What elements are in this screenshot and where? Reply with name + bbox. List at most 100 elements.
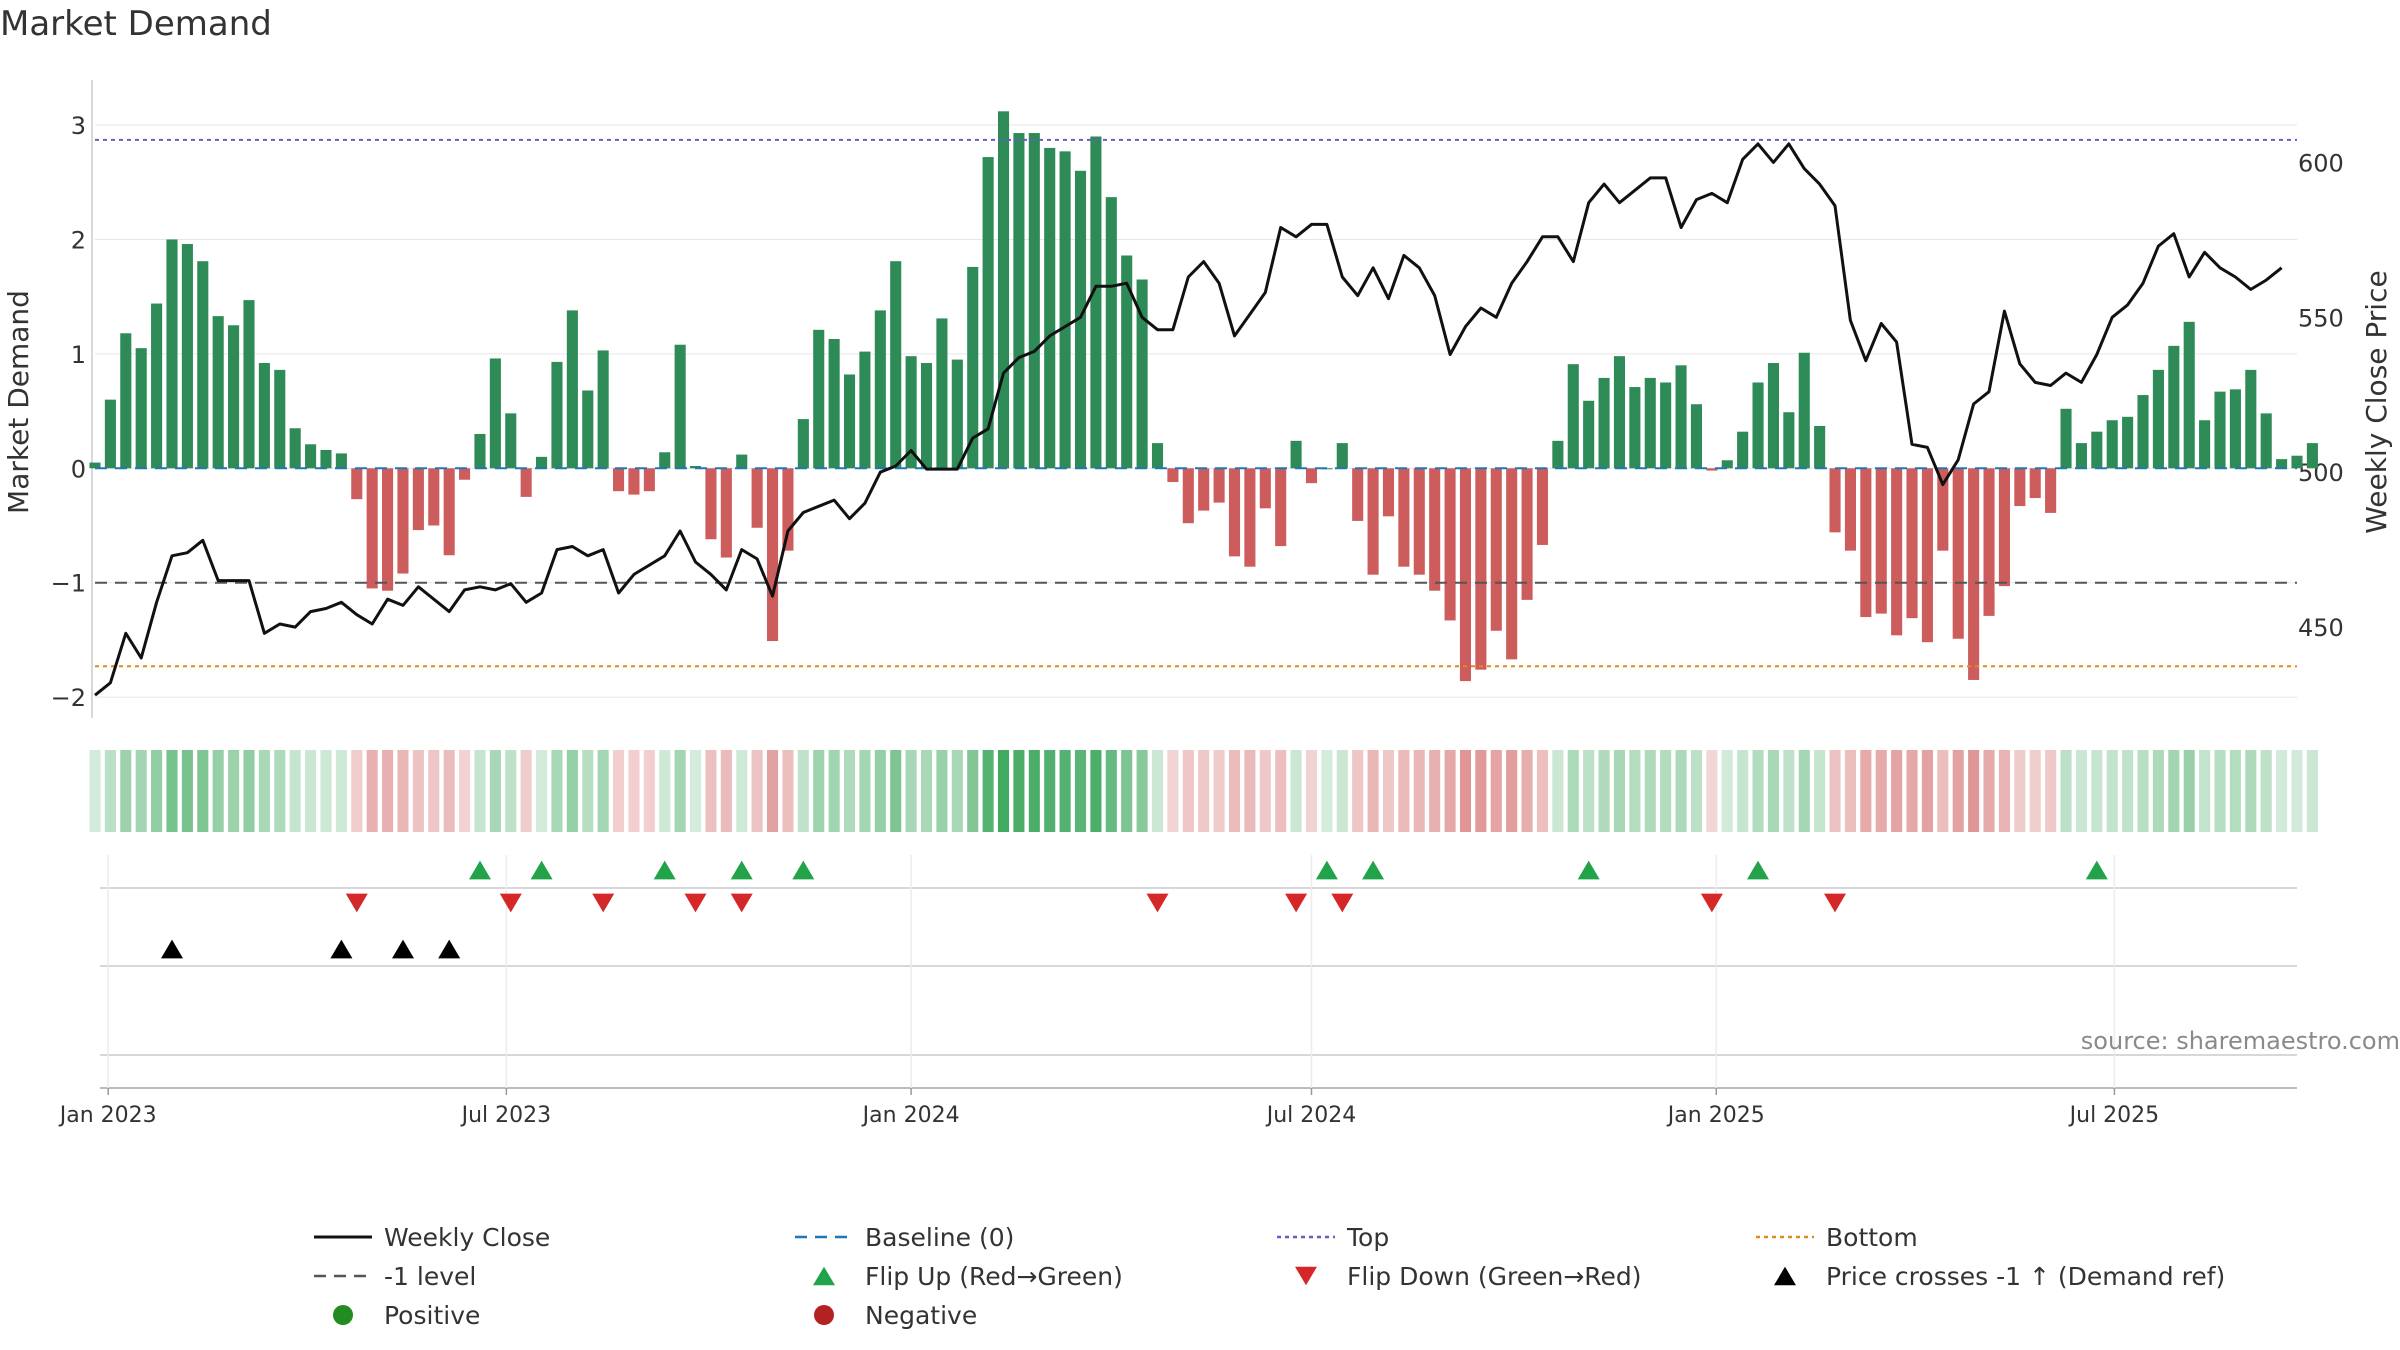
heatmap-cell: [320, 750, 332, 832]
heatmap-cell: [1321, 750, 1333, 832]
heatmap-cell: [1275, 750, 1287, 832]
bar-negative: [1167, 468, 1179, 483]
legend-swatch: [1295, 1266, 1317, 1286]
bar-negative: [1198, 468, 1210, 511]
flip-down-marker: [345, 893, 368, 913]
bar-negative: [1259, 468, 1271, 509]
bar-positive: [181, 244, 193, 469]
heatmap-cell: [1413, 750, 1425, 832]
bar-negative: [1506, 468, 1518, 660]
heatmap-cell: [2091, 750, 2103, 832]
heatmap-cell: [1028, 750, 1040, 832]
heatmap-cell: [1814, 750, 1826, 832]
x-tick-label: Jul 2023: [460, 1103, 552, 1128]
heatmap-cell: [1198, 750, 1210, 832]
heatmap-cell: [1290, 750, 1302, 832]
heatmap-cell: [874, 750, 886, 832]
bar-negative: [1228, 468, 1241, 557]
heatmap-cell: [505, 750, 517, 832]
bar-positive: [874, 310, 886, 469]
bar-positive: [905, 356, 917, 469]
bar-positive: [2245, 369, 2257, 469]
price-cross-marker: [330, 939, 353, 959]
flip-down-marker: [499, 893, 522, 913]
heatmap-cell: [797, 750, 809, 832]
bar-positive: [1044, 147, 1056, 469]
heatmap-cell: [1737, 750, 1749, 832]
bar-positive: [536, 456, 548, 469]
bar-positive: [920, 363, 933, 469]
heatmap-cell: [1305, 750, 1318, 832]
heatmap-cell: [1937, 750, 1949, 832]
bar-negative: [1429, 468, 1441, 591]
heatmap-cell: [1952, 750, 1964, 832]
heatmap-cell: [1367, 750, 1379, 832]
heatmap-cell: [905, 750, 917, 832]
y-tick-label: 1: [71, 341, 86, 369]
bar-positive: [2091, 431, 2103, 469]
bar-negative: [397, 468, 409, 574]
bar-negative: [1891, 468, 1903, 636]
bar-negative: [1444, 468, 1456, 621]
bar-positive: [135, 348, 147, 469]
bar-negative: [613, 468, 625, 492]
y2-tick-label: 600: [2298, 149, 2344, 177]
flip-up-marker: [730, 860, 753, 880]
bar-positive: [505, 413, 517, 469]
heatmap-cell: [997, 750, 1010, 832]
bar-negative: [1906, 468, 1918, 619]
heatmap-cell: [2045, 750, 2057, 832]
heatmap-cell: [1044, 750, 1056, 832]
heatmap-cell: [1459, 750, 1472, 832]
heatmap-cell: [2168, 750, 2180, 832]
bar-positive: [1290, 440, 1302, 469]
bar-positive: [2075, 443, 2087, 469]
bar-positive: [597, 350, 609, 469]
bar-positive: [1059, 151, 1071, 469]
bar-positive: [859, 351, 871, 469]
heatmap-cell: [274, 750, 286, 832]
heatmap-cell: [1228, 750, 1241, 832]
heatmap-cell: [1875, 750, 1887, 832]
flip-down-marker: [1146, 893, 1169, 913]
weekly-close-line: [94, 142, 2283, 697]
bar-positive: [951, 359, 963, 469]
bar-positive: [736, 454, 748, 469]
bar-positive: [489, 358, 501, 469]
bar-negative: [1275, 468, 1287, 547]
bar-positive: [1598, 377, 1610, 469]
y-tick-label: 2: [71, 226, 86, 254]
heatmap-cell: [1259, 750, 1271, 832]
heatmap-cell: [412, 750, 424, 832]
heatmap-cell: [1583, 750, 1595, 832]
heatmap-cell: [1613, 750, 1626, 832]
heatmap-cell: [1121, 750, 1133, 832]
legend-label: Price crosses -1 ↑ (Demand ref): [1826, 1262, 2225, 1291]
bar-negative: [1213, 468, 1225, 503]
heatmap-cell: [828, 750, 840, 832]
bar-positive: [843, 374, 856, 469]
bar-positive: [2291, 455, 2303, 469]
bar-positive: [1752, 382, 1764, 469]
heatmap-cell: [613, 750, 625, 832]
heatmap-cell: [1521, 750, 1533, 832]
flip-down-marker: [592, 893, 615, 913]
x-tick-label: Jan 2024: [861, 1103, 960, 1128]
y-axis-title: Market Demand: [2, 290, 35, 514]
heatmap-cell: [1151, 750, 1164, 832]
heatmap-cell: [813, 750, 825, 832]
bar-positive: [1583, 400, 1595, 469]
bar-negative: [782, 468, 794, 551]
bar-positive: [2214, 391, 2226, 469]
heatmap-cell: [674, 750, 686, 832]
heatmap-cell: [289, 750, 301, 832]
heatmap-cell: [1244, 750, 1256, 832]
bar-negative: [1844, 468, 1856, 551]
bar-positive: [1552, 440, 1564, 469]
flip-up-marker: [1747, 860, 1769, 880]
bar-positive: [1721, 460, 1733, 469]
flip-down-marker: [730, 893, 753, 913]
bar-negative: [1860, 468, 1872, 618]
heatmap-cell: [2152, 750, 2164, 832]
